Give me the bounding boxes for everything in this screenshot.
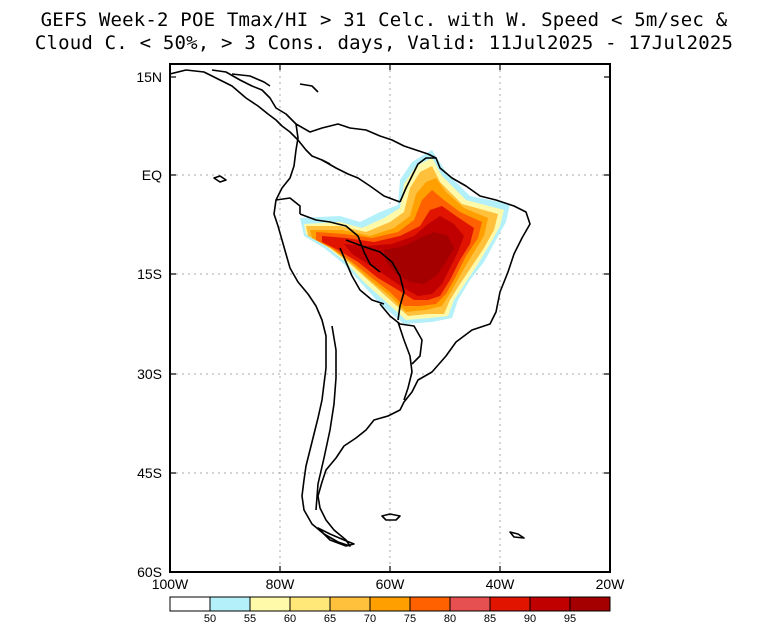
border-argentina-uruguay bbox=[397, 321, 413, 401]
falkland-islands bbox=[381, 513, 401, 521]
colorbar-label: 70 bbox=[363, 613, 377, 625]
border-peru-bolivia bbox=[339, 247, 385, 305]
graticule bbox=[170, 64, 610, 572]
galapagos bbox=[213, 175, 227, 183]
border-guianas bbox=[399, 157, 436, 203]
colorbar-swatch bbox=[529, 596, 571, 612]
coastlines bbox=[170, 69, 531, 547]
shade-darkest-red bbox=[384, 232, 454, 284]
lat-label-eq: EQ bbox=[141, 167, 162, 183]
caribbean-coast-central-america bbox=[211, 69, 297, 125]
lat-label-15n: 15N bbox=[136, 69, 162, 85]
south-georgia bbox=[509, 531, 525, 539]
south-america-coast bbox=[273, 123, 531, 547]
colorbar-swatch bbox=[249, 596, 291, 612]
map-title-line-2: Cloud C. < 50%, > 3 Cons. days, Valid: 1… bbox=[34, 32, 734, 54]
colorbar-label: 55 bbox=[243, 613, 257, 625]
border-peru-brazil bbox=[299, 213, 381, 273]
lat-label-15s: 15S bbox=[137, 266, 162, 282]
axis-ticks bbox=[170, 64, 610, 572]
cuba bbox=[231, 73, 271, 87]
colorbar-swatch bbox=[289, 596, 331, 612]
colorbar-label: 85 bbox=[483, 613, 497, 625]
lon-label-80w: 80W bbox=[265, 576, 295, 592]
lon-label-40w: 40W bbox=[485, 576, 515, 592]
border-chile-argentina bbox=[315, 325, 337, 511]
border-colombia-venezuela bbox=[321, 159, 401, 203]
lon-label-60w: 60W bbox=[375, 576, 405, 592]
lat-label-30s: 30S bbox=[137, 366, 162, 382]
lon-label-100w: 100W bbox=[151, 576, 189, 592]
map-title-line-1: GEFS Week-2 POE Tmax/HI > 31 Celc. with … bbox=[40, 9, 728, 31]
border-ecuador bbox=[275, 197, 301, 214]
colorbar-label: 65 bbox=[323, 613, 337, 625]
colorbar-swatch bbox=[449, 596, 491, 612]
lat-label-60s: 60S bbox=[137, 564, 162, 580]
hispaniola bbox=[299, 83, 319, 93]
colorbar-label: 60 bbox=[283, 613, 297, 625]
border-paraguay bbox=[379, 303, 423, 365]
colorbar-swatch bbox=[489, 596, 531, 612]
lon-label-20w: 20W bbox=[595, 576, 625, 592]
colorbar-label: 80 bbox=[443, 613, 457, 625]
probability-shading bbox=[300, 150, 510, 324]
colorbar-swatch bbox=[209, 596, 251, 612]
colorbar bbox=[169, 596, 611, 612]
central-america-coast bbox=[170, 69, 331, 165]
colorbar-label: 50 bbox=[203, 613, 217, 625]
border-bolivia-brazil bbox=[345, 239, 405, 321]
colorbar-swatch bbox=[169, 596, 211, 612]
colorbar-swatch bbox=[329, 596, 371, 612]
colorbar-label: 95 bbox=[563, 613, 577, 625]
colorbar-label: 90 bbox=[523, 613, 537, 625]
colorbar-swatch bbox=[369, 596, 411, 612]
colorbar-swatch bbox=[409, 596, 451, 612]
tierra-del-fuego bbox=[317, 527, 355, 547]
colorbar-swatch bbox=[569, 596, 611, 612]
colorbar-label: 75 bbox=[403, 613, 417, 625]
lat-label-45s: 45S bbox=[137, 465, 162, 481]
